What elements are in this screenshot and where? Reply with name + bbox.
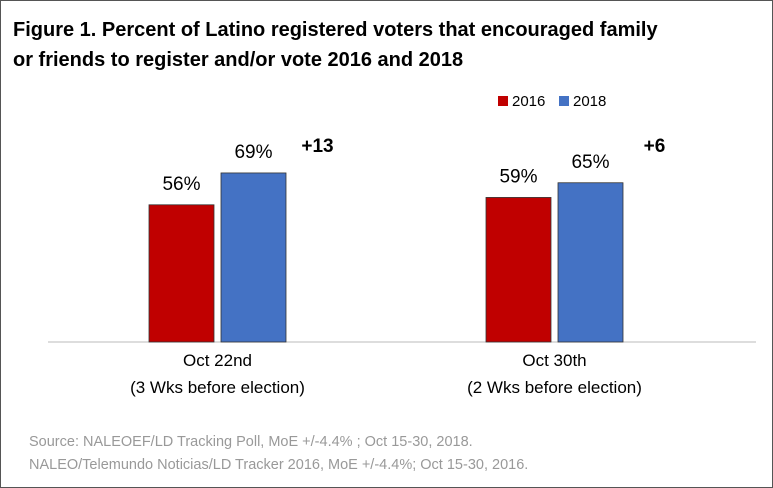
- bar: [557, 182, 624, 343]
- legend-swatch: [498, 96, 508, 106]
- x-tick-label: Oct 22nd (3 Wks before election): [130, 351, 305, 397]
- source-note: Source: NALEOEF/LD Tracking Poll, MoE +/…: [29, 434, 529, 473]
- bar: [220, 172, 287, 343]
- legend-swatch: [559, 96, 569, 106]
- value-label: 69%: [234, 142, 272, 163]
- annotation: +6: [644, 136, 666, 157]
- chart-title: Figure 1. Percent of Latino registered v…: [13, 19, 658, 71]
- legend-label: 2016: [512, 93, 545, 110]
- value-label: 65%: [571, 152, 609, 173]
- bar: [485, 197, 552, 343]
- bar: [148, 204, 215, 343]
- legend-label: 2018: [573, 93, 606, 110]
- value-label: 59%: [499, 166, 537, 187]
- annotation: +13: [301, 136, 333, 157]
- value-label: 56%: [162, 174, 200, 195]
- x-tick-label: Oct 30th (2 Wks before election): [467, 351, 642, 397]
